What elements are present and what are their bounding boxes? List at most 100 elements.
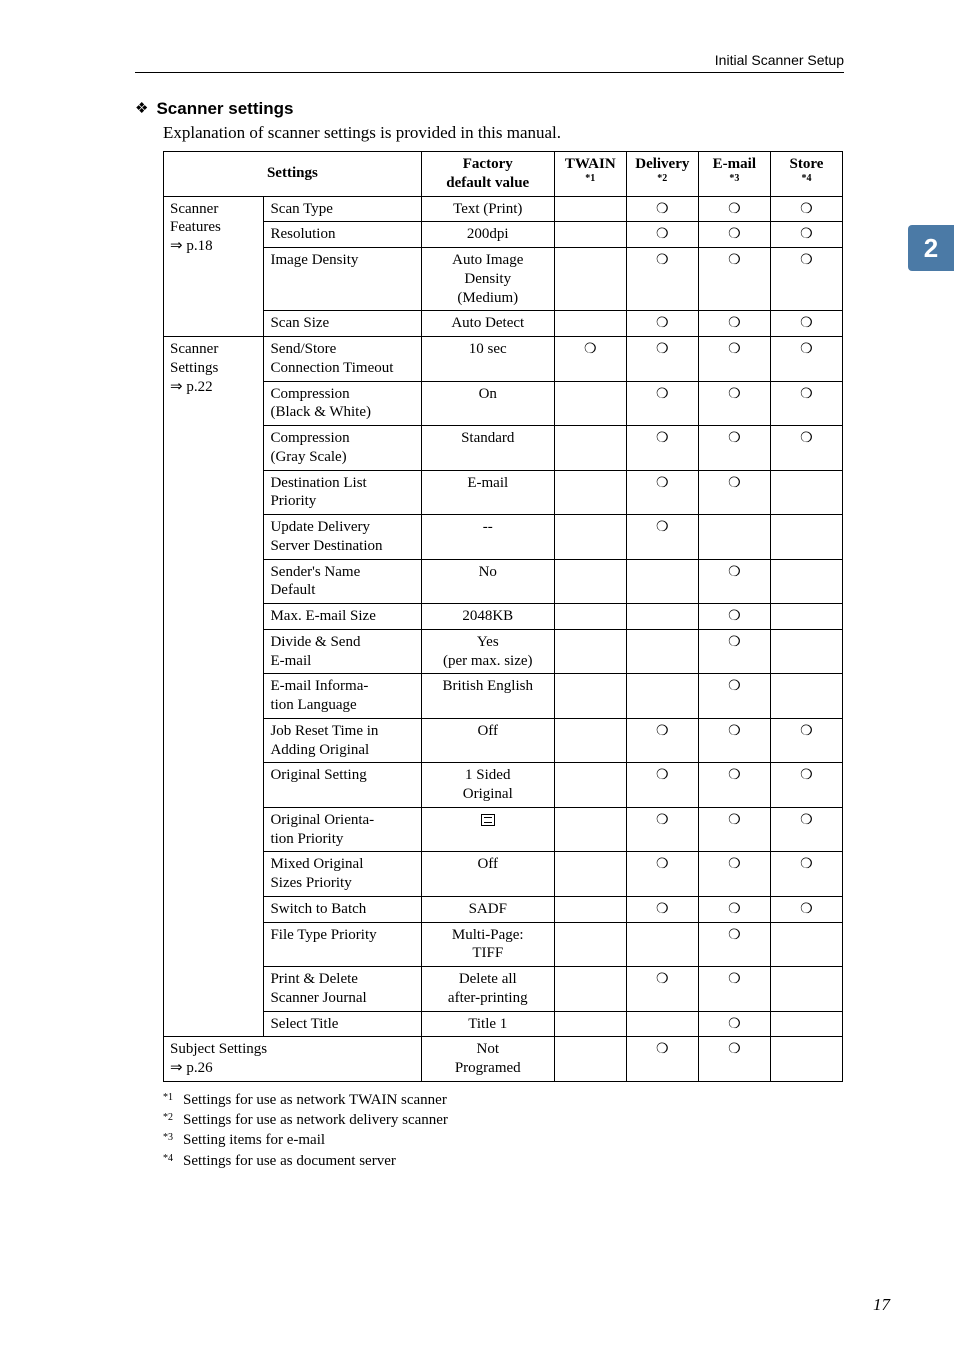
mark-cell	[554, 470, 626, 515]
mark-cell: ❍	[698, 222, 770, 248]
table-row: ScannerFeatures⇒ p.18Scan TypeText (Prin…	[164, 196, 843, 222]
mark-cell: ❍	[770, 852, 842, 897]
th-store: Store *4	[770, 152, 842, 197]
footnote: *3Setting items for e-mail	[163, 1130, 844, 1150]
table-row: Job Reset Time inAdding OriginalOff❍❍❍	[164, 718, 843, 763]
footnote: *1Settings for use as network TWAIN scan…	[163, 1090, 844, 1110]
mark-cell	[770, 922, 842, 967]
footnote-mark: *4	[163, 1151, 177, 1171]
mark-cell: ❍	[626, 311, 698, 337]
setting-name: Destination ListPriority	[264, 470, 421, 515]
mark-cell: ❍	[626, 426, 698, 471]
table-row: Update DeliveryServer Destination--❍	[164, 515, 843, 560]
mark-cell	[770, 1011, 842, 1037]
th-settings: Settings	[164, 152, 422, 197]
mark-cell	[554, 559, 626, 604]
mark-cell	[770, 967, 842, 1012]
mark-cell	[626, 604, 698, 630]
mark-cell: ❍	[554, 337, 626, 382]
default-value: On	[421, 381, 554, 426]
table-row: Subject Settings⇒ p.26NotProgramed❍❍	[164, 1037, 843, 1082]
mark-cell	[554, 1037, 626, 1082]
setting-name: Print & DeleteScanner Journal	[264, 967, 421, 1012]
setting-name: Compression(Gray Scale)	[264, 426, 421, 471]
mark-cell: ❍	[626, 248, 698, 311]
default-value	[421, 807, 554, 852]
mark-cell	[770, 559, 842, 604]
table-row: Compression(Gray Scale)Standard❍❍❍	[164, 426, 843, 471]
default-value: NotProgramed	[421, 1037, 554, 1082]
mark-cell: ❍	[770, 426, 842, 471]
mark-cell: ❍	[698, 922, 770, 967]
mark-cell	[626, 559, 698, 604]
mark-cell	[770, 470, 842, 515]
mark-cell: ❍	[770, 222, 842, 248]
setting-name: File Type Priority	[264, 922, 421, 967]
mark-cell: ❍	[698, 196, 770, 222]
default-value: E-mail	[421, 470, 554, 515]
mark-cell	[554, 674, 626, 719]
setting-name: Image Density	[264, 248, 421, 311]
mark-cell	[770, 604, 842, 630]
mark-cell: ❍	[770, 807, 842, 852]
th-delivery-sup: *2	[633, 174, 692, 184]
mark-cell	[626, 922, 698, 967]
setting-name: Select Title	[264, 1011, 421, 1037]
mark-cell	[554, 381, 626, 426]
table-row: Compression(Black & White)On❍❍❍	[164, 381, 843, 426]
mark-cell	[770, 1037, 842, 1082]
default-value: 2048KB	[421, 604, 554, 630]
default-value: No	[421, 559, 554, 604]
mark-cell: ❍	[626, 718, 698, 763]
table-row: Image DensityAuto ImageDensity(Medium)❍❍…	[164, 248, 843, 311]
mark-cell: ❍	[626, 896, 698, 922]
mark-cell	[554, 1011, 626, 1037]
mark-cell: ❍	[770, 896, 842, 922]
th-twain-text: TWAIN	[565, 156, 616, 172]
mark-cell	[554, 311, 626, 337]
table-row: ScannerSettings⇒ p.22Send/StoreConnectio…	[164, 337, 843, 382]
mark-cell: ❍	[698, 311, 770, 337]
default-value: Title 1	[421, 1011, 554, 1037]
table-row: Scan SizeAuto Detect❍❍❍	[164, 311, 843, 337]
mark-cell	[554, 604, 626, 630]
default-value: Auto Detect	[421, 311, 554, 337]
mark-cell: ❍	[626, 222, 698, 248]
mark-cell	[554, 896, 626, 922]
table-row: Divide & SendE-mailYes(per max. size)❍	[164, 629, 843, 674]
mark-cell: ❍	[770, 196, 842, 222]
default-value: 1 SidedOriginal	[421, 763, 554, 808]
default-value: British English	[421, 674, 554, 719]
mark-cell	[554, 515, 626, 560]
mark-cell	[554, 196, 626, 222]
mark-cell: ❍	[770, 381, 842, 426]
page-number: 17	[873, 1295, 890, 1315]
th-factory-sub: default value	[446, 175, 529, 191]
table-row: Print & DeleteScanner JournalDelete alla…	[164, 967, 843, 1012]
th-email: E-mail *3	[698, 152, 770, 197]
footnote-mark: *3	[163, 1130, 177, 1150]
default-value: Off	[421, 852, 554, 897]
mark-cell: ❍	[698, 1011, 770, 1037]
mark-cell: ❍	[698, 629, 770, 674]
default-value: Multi-Page:TIFF	[421, 922, 554, 967]
setting-name: Original Setting	[264, 763, 421, 808]
page-header: Initial Scanner Setup	[135, 52, 844, 73]
default-value: Off	[421, 718, 554, 763]
mark-cell: ❍	[626, 852, 698, 897]
mark-cell: ❍	[698, 248, 770, 311]
footnote-mark: *2	[163, 1110, 177, 1130]
mark-cell: ❍	[698, 896, 770, 922]
mark-cell	[554, 629, 626, 674]
mark-cell	[554, 763, 626, 808]
mark-cell: ❍	[698, 559, 770, 604]
default-value: Standard	[421, 426, 554, 471]
mark-cell: ❍	[626, 515, 698, 560]
setting-name: Scan Size	[264, 311, 421, 337]
setting-name: E-mail Informa-tion Language	[264, 674, 421, 719]
th-factory-top: Factory	[463, 156, 513, 172]
setting-name: Compression(Black & White)	[264, 381, 421, 426]
th-store-text: Store	[789, 156, 823, 172]
default-value: Delete allafter-printing	[421, 967, 554, 1012]
mark-cell: ❍	[626, 337, 698, 382]
